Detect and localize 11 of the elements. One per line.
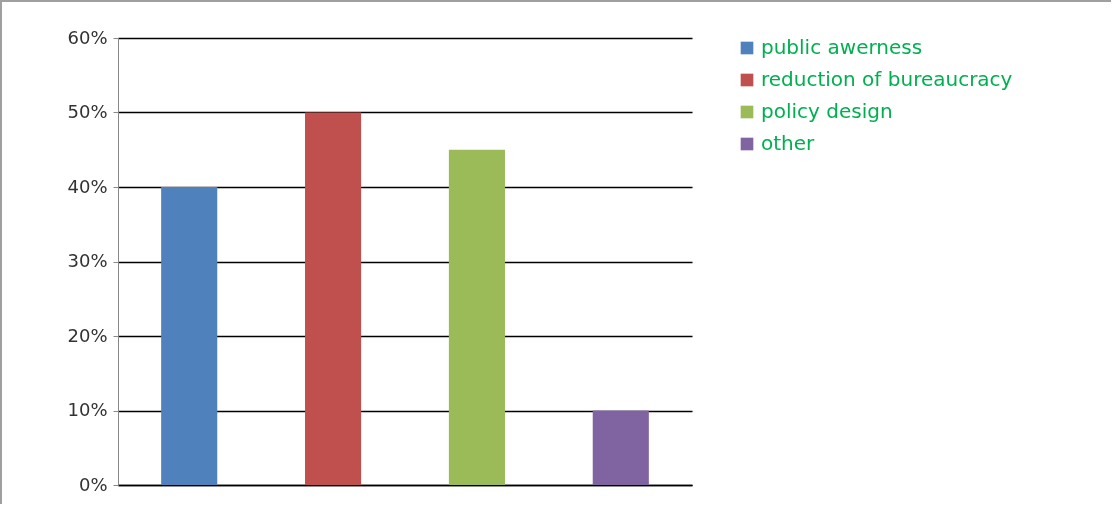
y-tick-label: 10%: [67, 399, 108, 420]
y-tick-label: 50%: [67, 101, 108, 122]
legend-label: other: [761, 131, 816, 155]
y-tick-label: 40%: [67, 175, 108, 197]
y-tick-label: 30%: [67, 250, 108, 271]
y-tick-label: 20%: [67, 324, 108, 346]
legend-label: policy design: [761, 99, 893, 123]
legend-label: public awerness: [761, 35, 923, 59]
legend-label: reduction of bureaucracy: [761, 67, 1013, 91]
y-tick-label: 60%: [67, 26, 108, 48]
y-tick-label: 0%: [78, 473, 108, 495]
